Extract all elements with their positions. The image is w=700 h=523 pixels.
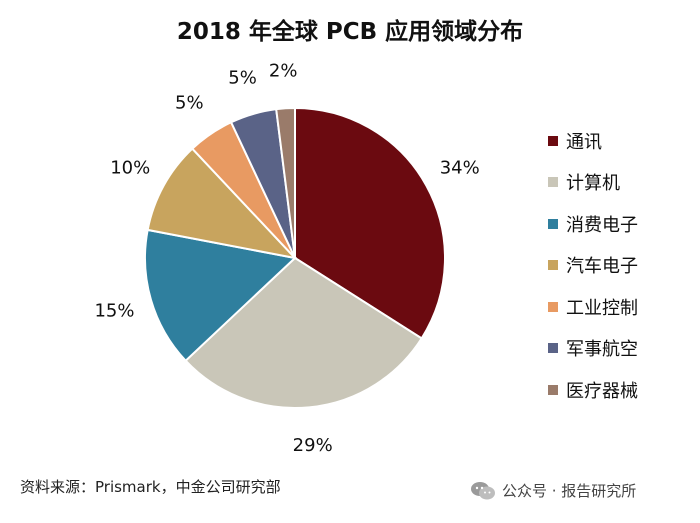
legend-swatch [548, 135, 558, 146]
wechat-icon [471, 481, 495, 499]
legend-label: 通讯 [566, 131, 602, 153]
chart-title: 2018 年全球 PCB 应用领域分布 [176, 19, 524, 45]
slice-label-6: 2% [269, 60, 298, 81]
legend-swatch [548, 301, 558, 312]
legend-swatch [548, 218, 558, 229]
legend-swatch [548, 384, 558, 395]
legend-item-tongxun: 通讯 [548, 120, 638, 162]
watermark-text: 公众号 · 报告研究所 [502, 482, 637, 500]
pie-slice-6 [275, 106, 296, 259]
pie-slice-3 [146, 147, 298, 260]
pie-slice-2 [144, 228, 298, 363]
slice-label-1: 29% [293, 435, 333, 456]
legend-label: 医疗器械 [566, 380, 638, 402]
source-note: 资料来源：Prismark，中金公司研究部 [20, 478, 281, 496]
legend-label: 军事航空 [566, 339, 638, 361]
watermark: 公众号 · 报告研究所 [470, 480, 636, 501]
legend-item-gongye: 工业控制 [548, 286, 638, 328]
legend-swatch [548, 177, 558, 188]
pie-slice-1 [184, 256, 424, 409]
legend-label: 消费电子 [566, 214, 638, 236]
legend-label: 工业控制 [566, 297, 638, 319]
legend-item-junshi: 军事航空 [548, 328, 638, 370]
legend: 通讯 计算机 消费电子 汽车电子 工业控制 军事航空 医疗器械 [548, 120, 638, 411]
slice-label-0: 34% [440, 157, 480, 178]
legend-label: 计算机 [566, 173, 620, 195]
legend-swatch [548, 343, 558, 354]
legend-item-jisuanji: 计算机 [548, 162, 638, 204]
slice-label-5: 5% [228, 67, 257, 88]
slice-label-4: 5% [175, 93, 204, 114]
legend-item-qiche: 汽车电子 [548, 245, 638, 287]
legend-item-yiliao: 医疗器械 [548, 369, 638, 411]
legend-item-xiaofei: 消费电子 [548, 203, 638, 245]
slice-label-2: 15% [94, 300, 134, 321]
legend-label: 汽车电子 [566, 256, 638, 278]
legend-swatch [548, 260, 558, 271]
slice-label-3: 10% [110, 157, 150, 178]
